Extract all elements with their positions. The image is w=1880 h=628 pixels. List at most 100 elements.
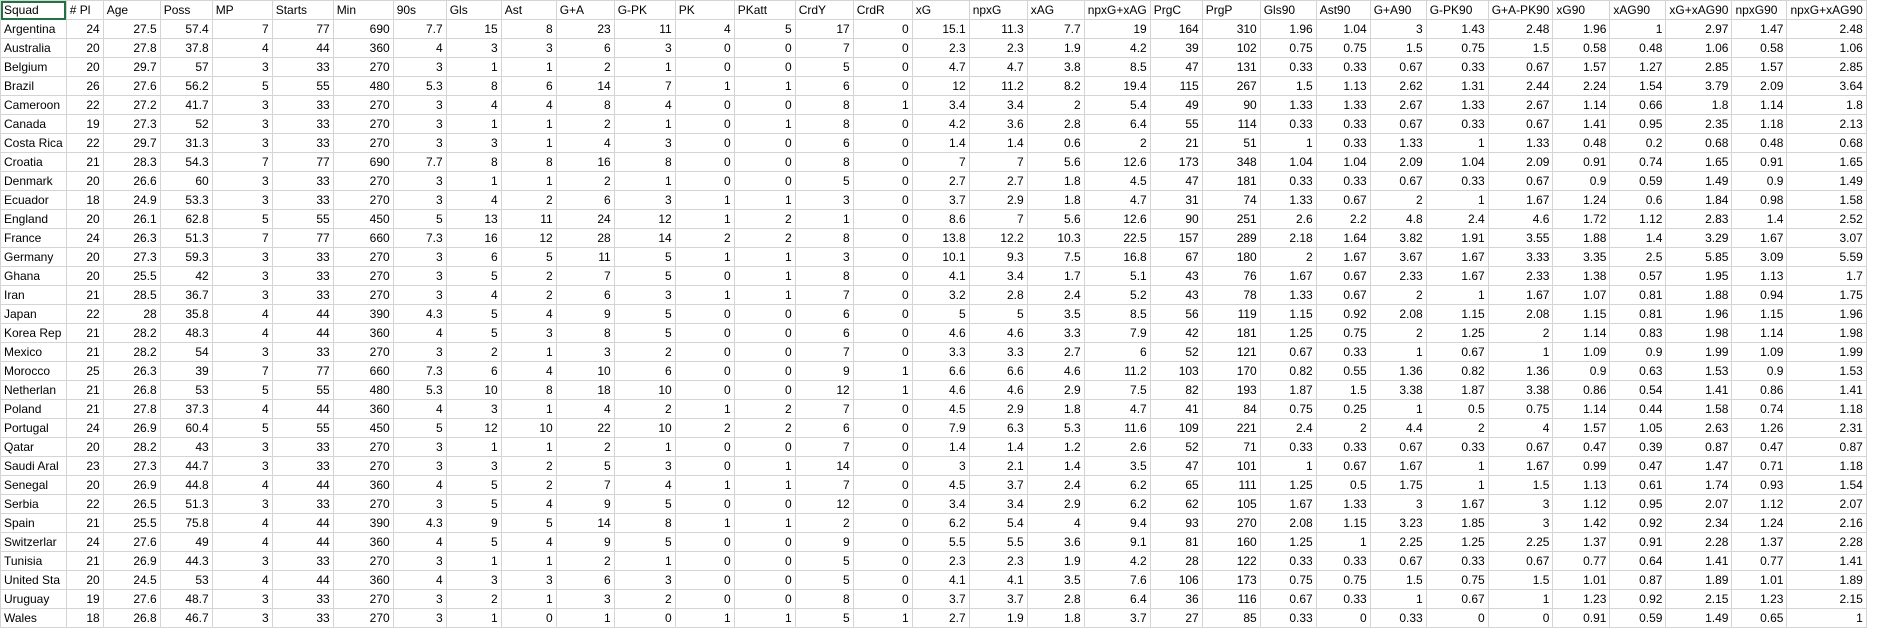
data-cell[interactable]: 310 xyxy=(1201,19,1261,39)
data-cell[interactable]: 1.4 xyxy=(1026,456,1085,476)
data-cell[interactable]: 3 xyxy=(392,114,447,134)
data-cell[interactable]: 0.71 xyxy=(1731,456,1788,476)
data-cell[interactable]: 1.8 xyxy=(1026,171,1085,191)
squad-cell[interactable]: Croatia xyxy=(0,152,67,172)
data-cell[interactable]: 4.7 xyxy=(1083,190,1151,210)
data-cell[interactable]: 2.7 xyxy=(968,171,1028,191)
header-cell[interactable]: PKatt xyxy=(733,0,796,20)
data-cell[interactable]: 1.18 xyxy=(1731,114,1788,134)
data-cell[interactable]: 41 xyxy=(1149,399,1203,419)
data-cell[interactable]: 4.1 xyxy=(968,570,1028,590)
squad-cell[interactable]: Serbia xyxy=(0,494,67,514)
data-cell[interactable]: 52 xyxy=(1149,437,1203,457)
data-cell[interactable]: 27.3 xyxy=(102,114,161,134)
data-cell[interactable]: 31.3 xyxy=(159,133,213,153)
data-cell[interactable]: 29.7 xyxy=(102,57,161,77)
data-cell[interactable]: 0.67 xyxy=(1315,285,1371,305)
data-cell[interactable]: 7 xyxy=(211,228,273,248)
data-cell[interactable]: 0 xyxy=(852,152,913,172)
data-cell[interactable]: 4.2 xyxy=(911,114,970,134)
data-cell[interactable]: 0.87 xyxy=(1609,570,1667,590)
data-cell[interactable]: 12 xyxy=(500,228,557,248)
data-cell[interactable]: 5 xyxy=(555,456,615,476)
data-cell[interactable]: 8 xyxy=(555,323,615,343)
data-cell[interactable]: 11 xyxy=(500,209,557,229)
data-cell[interactable]: 3 xyxy=(794,190,854,210)
data-cell[interactable]: 20 xyxy=(65,209,104,229)
header-cell[interactable]: xG xyxy=(911,0,970,20)
data-cell[interactable]: 9 xyxy=(794,361,854,381)
data-cell[interactable]: 0 xyxy=(733,342,796,362)
header-cell[interactable]: npxG+xAG90 xyxy=(1786,0,1867,20)
data-cell[interactable]: 4 xyxy=(555,133,615,153)
data-cell[interactable]: 33 xyxy=(271,190,334,210)
data-cell[interactable]: 1.67 xyxy=(1487,456,1554,476)
data-cell[interactable]: 0.57 xyxy=(1609,266,1667,286)
data-cell[interactable]: 2.4 xyxy=(1425,209,1489,229)
data-cell[interactable]: 5 xyxy=(794,171,854,191)
data-cell[interactable]: 1.25 xyxy=(1425,323,1489,343)
data-cell[interactable]: 109 xyxy=(1149,418,1203,438)
data-cell[interactable]: 0.99 xyxy=(1552,456,1611,476)
data-cell[interactable]: 5 xyxy=(500,247,557,267)
data-cell[interactable]: 3 xyxy=(1369,494,1427,514)
data-cell[interactable]: 0.86 xyxy=(1731,380,1788,400)
data-cell[interactable]: 193 xyxy=(1201,380,1261,400)
data-cell[interactable]: 19 xyxy=(65,589,104,609)
data-cell[interactable]: 1.53 xyxy=(1786,361,1867,381)
data-cell[interactable]: 450 xyxy=(332,418,394,438)
data-cell[interactable]: 0.91 xyxy=(1731,152,1788,172)
data-cell[interactable]: 18 xyxy=(65,190,104,210)
data-cell[interactable]: 1 xyxy=(1259,456,1317,476)
data-cell[interactable]: 18 xyxy=(65,608,104,628)
data-cell[interactable]: 1.67 xyxy=(1369,456,1427,476)
data-cell[interactable]: 0.75 xyxy=(1425,38,1489,58)
data-cell[interactable]: 1.25 xyxy=(1425,532,1489,552)
data-cell[interactable]: 12 xyxy=(794,494,854,514)
data-cell[interactable]: 16 xyxy=(555,152,615,172)
data-cell[interactable]: 19 xyxy=(65,114,104,134)
data-cell[interactable]: 20 xyxy=(65,570,104,590)
data-cell[interactable]: 10 xyxy=(613,380,676,400)
data-cell[interactable]: 44 xyxy=(271,304,334,324)
data-cell[interactable]: 1 xyxy=(500,57,557,77)
data-cell[interactable]: 43 xyxy=(159,437,213,457)
data-cell[interactable]: 5 xyxy=(500,513,557,533)
data-cell[interactable]: 0 xyxy=(852,228,913,248)
data-cell[interactable]: 0.2 xyxy=(1609,133,1667,153)
data-cell[interactable]: 3 xyxy=(613,456,676,476)
data-cell[interactable]: 1.9 xyxy=(1026,38,1085,58)
data-cell[interactable]: 0.75 xyxy=(1315,323,1371,343)
data-cell[interactable]: 0.67 xyxy=(1369,551,1427,571)
data-cell[interactable]: 1 xyxy=(445,57,502,77)
data-cell[interactable]: 1.24 xyxy=(1731,513,1788,533)
data-cell[interactable]: 1 xyxy=(613,57,676,77)
data-cell[interactable]: 2 xyxy=(445,589,502,609)
data-cell[interactable]: 1.18 xyxy=(1786,456,1867,476)
data-cell[interactable]: 3.35 xyxy=(1552,247,1611,267)
squad-cell[interactable]: Spain xyxy=(0,513,67,533)
data-cell[interactable]: 0.33 xyxy=(1259,608,1317,628)
data-cell[interactable]: 4 xyxy=(500,532,557,552)
data-cell[interactable]: 2.1 xyxy=(968,456,1028,476)
data-cell[interactable]: 1.14 xyxy=(1731,323,1788,343)
data-cell[interactable]: 6.4 xyxy=(1083,114,1151,134)
data-cell[interactable]: 1 xyxy=(1259,133,1317,153)
data-cell[interactable]: 4.6 xyxy=(968,323,1028,343)
data-cell[interactable]: 2 xyxy=(733,228,796,248)
data-cell[interactable]: 2 xyxy=(1487,323,1554,343)
data-cell[interactable]: 1 xyxy=(674,190,735,210)
data-cell[interactable]: 0 xyxy=(500,608,557,628)
squad-cell[interactable]: France xyxy=(0,228,67,248)
data-cell[interactable]: 3 xyxy=(211,190,273,210)
data-cell[interactable]: 33 xyxy=(271,114,334,134)
data-cell[interactable]: 270 xyxy=(332,608,394,628)
data-cell[interactable]: 4.7 xyxy=(1083,399,1151,419)
data-cell[interactable]: 4 xyxy=(445,190,502,210)
data-cell[interactable]: 0.95 xyxy=(1609,494,1667,514)
data-cell[interactable]: 1 xyxy=(613,437,676,457)
data-cell[interactable]: 0 xyxy=(674,532,735,552)
data-cell[interactable]: 4.2 xyxy=(1083,38,1151,58)
data-cell[interactable]: 3.4 xyxy=(911,494,970,514)
data-cell[interactable]: 0.75 xyxy=(1425,570,1489,590)
